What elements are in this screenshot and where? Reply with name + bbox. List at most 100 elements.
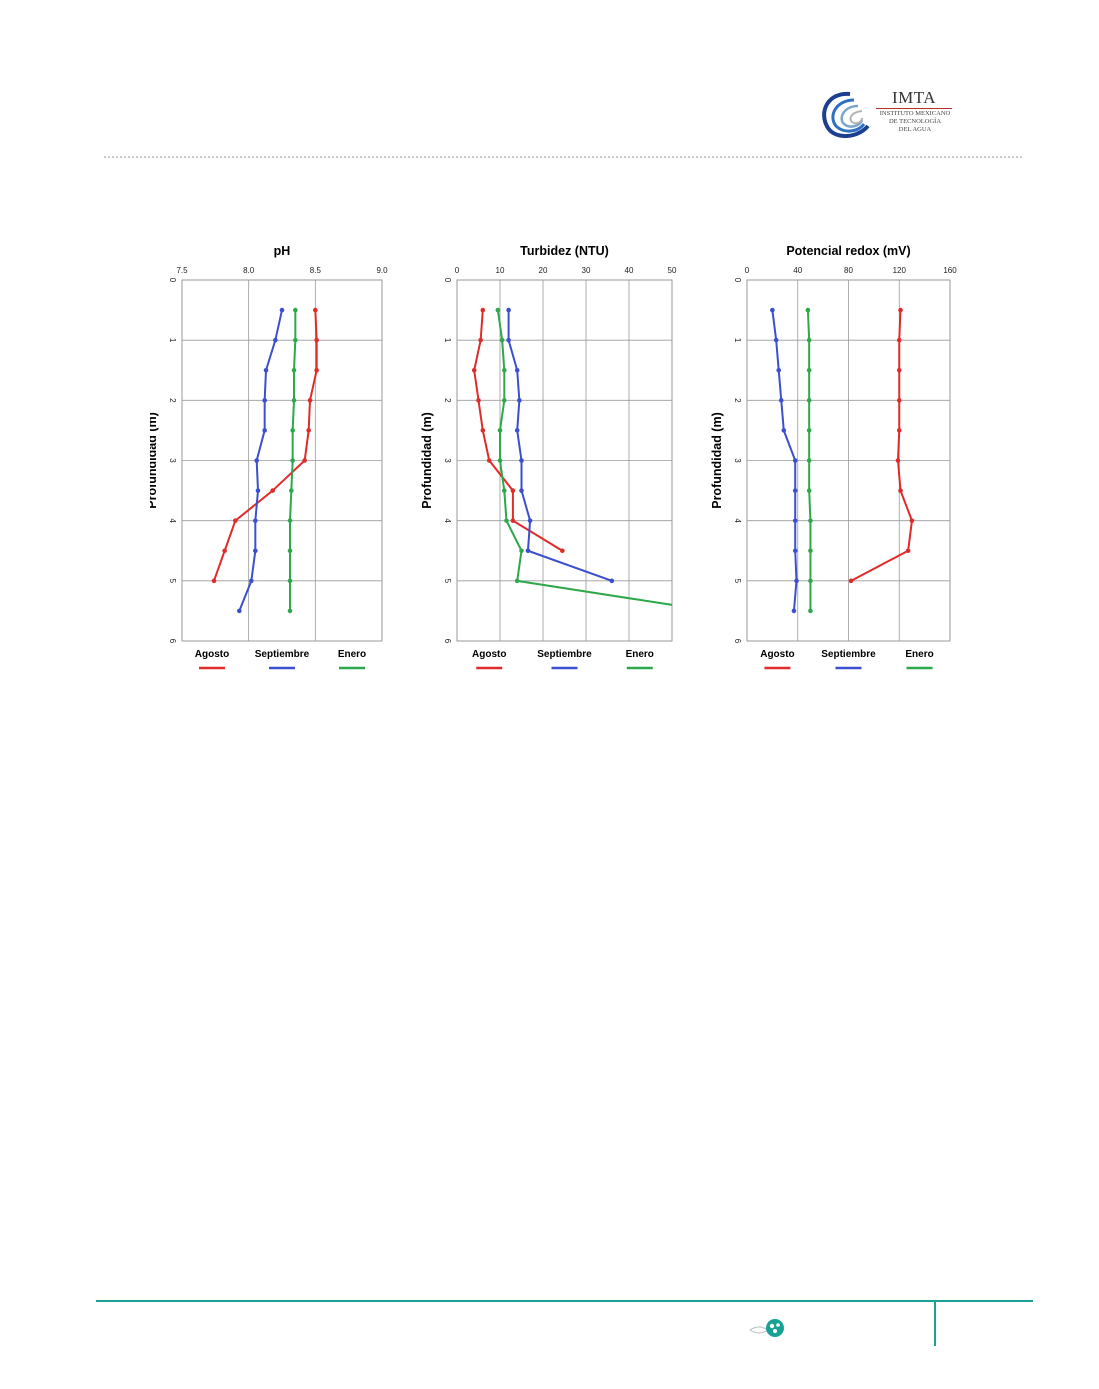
- data-point-agosto: [314, 367, 319, 373]
- x-tick-label: 7.5: [176, 266, 188, 275]
- data-point-agosto: [896, 367, 902, 373]
- footer-divider: [96, 1300, 1033, 1302]
- logo-subtitle-line: INSTITUTO MEXICANO: [879, 110, 951, 117]
- x-tick-label: 20: [539, 266, 548, 275]
- data-point-agosto: [896, 337, 902, 343]
- data-point-septiembre: [794, 578, 799, 584]
- data-point-enero: [808, 608, 813, 614]
- legend-label: Agosto: [195, 649, 229, 660]
- data-point-enero: [289, 488, 294, 493]
- data-point-agosto: [486, 458, 492, 463]
- data-point-enero: [497, 458, 503, 463]
- data-point-agosto: [510, 488, 516, 493]
- x-tick-label: 30: [582, 266, 591, 275]
- data-point-enero: [287, 548, 293, 554]
- data-point-septiembre: [249, 578, 254, 584]
- logo-subtitle: INSTITUTO MEXICANO DE TECNOLOGÍA DEL AGU…: [870, 110, 960, 134]
- data-point-enero: [808, 518, 813, 523]
- data-point-septiembre: [519, 488, 524, 493]
- y-tick-label: 1: [168, 338, 177, 343]
- data-point-agosto: [848, 578, 854, 584]
- data-point-agosto: [313, 307, 318, 313]
- y-tick-label: 6: [443, 639, 452, 644]
- data-point-enero: [287, 578, 293, 584]
- data-point-agosto: [471, 367, 477, 373]
- y-tick-label: 1: [733, 338, 742, 343]
- data-point-septiembre: [253, 548, 258, 554]
- data-point-agosto: [270, 488, 275, 493]
- imta-swirl-icon: [822, 91, 870, 138]
- data-point-agosto: [905, 548, 911, 554]
- x-tick-label: 10: [496, 266, 505, 275]
- data-point-enero: [499, 337, 505, 343]
- x-tick-label: 0: [455, 266, 460, 275]
- data-point-agosto: [898, 307, 903, 313]
- logo-name: IMTA: [891, 88, 937, 107]
- y-tick-label: 4: [443, 518, 452, 523]
- legend-label: Enero: [905, 649, 933, 660]
- legend-label: Agosto: [472, 649, 506, 660]
- data-point-enero: [806, 337, 812, 343]
- y-tick-label: 6: [168, 639, 177, 644]
- x-tick-label: 40: [793, 266, 802, 275]
- legend-label: Septiembre: [537, 649, 592, 660]
- y-tick-label: 4: [733, 518, 742, 523]
- y-tick-label: 5: [733, 579, 742, 584]
- legend-label: Agosto: [760, 649, 794, 660]
- data-point-enero: [291, 398, 297, 403]
- x-tick-label: 80: [844, 266, 853, 275]
- data-point-septiembre: [773, 337, 779, 343]
- data-point-enero: [502, 488, 507, 493]
- data-point-agosto: [306, 428, 311, 433]
- legend-label: Septiembre: [255, 649, 310, 660]
- data-point-agosto: [560, 548, 565, 554]
- data-point-agosto: [898, 488, 903, 493]
- data-point-enero: [805, 307, 811, 313]
- data-point-agosto: [909, 518, 915, 523]
- data-point-enero: [290, 428, 295, 433]
- data-point-enero: [514, 578, 520, 584]
- data-point-septiembre: [262, 428, 267, 433]
- data-point-agosto: [307, 398, 313, 403]
- data-point-enero: [808, 578, 813, 584]
- data-point-septiembre: [517, 398, 522, 403]
- footer-page-marker: [934, 1300, 936, 1346]
- x-tick-label: 8.5: [310, 266, 322, 275]
- data-point-enero: [287, 518, 293, 523]
- data-point-septiembre: [770, 307, 775, 313]
- chart-panel-3: 0 40 80 120 160 0 1 2 3 4 5 6 Potencial redox (mV) Pr…: [710, 244, 957, 670]
- data-point-septiembre: [255, 488, 261, 493]
- data-point-agosto: [480, 428, 486, 433]
- y-axis-label: Profundidad (m): [150, 412, 159, 509]
- data-point-septiembre: [262, 398, 267, 403]
- x-tick-label: 120: [893, 266, 907, 275]
- data-point-septiembre: [506, 307, 511, 313]
- data-point-enero: [806, 367, 812, 373]
- data-point-septiembre: [781, 428, 787, 433]
- data-point-septiembre: [253, 518, 258, 523]
- y-tick-label: 0: [733, 278, 742, 283]
- y-tick-label: 2: [443, 398, 452, 403]
- data-point-septiembre: [279, 307, 285, 313]
- data-point-septiembre: [609, 578, 615, 584]
- data-point-enero: [497, 428, 503, 433]
- x-tick-label: 160: [943, 266, 957, 275]
- y-tick-label: 3: [168, 458, 177, 463]
- profile-charts: 7.5 8.0 8.5 9.0 0 1 2 3 4 5 6 pH Profundidad (m) Agos…: [150, 244, 957, 670]
- chart-title: Turbidez (NTU): [520, 244, 609, 258]
- x-tick-label: 0: [745, 266, 750, 275]
- data-point-enero: [502, 398, 507, 403]
- data-point-agosto: [896, 398, 902, 403]
- y-tick-label: 3: [443, 458, 452, 463]
- data-point-septiembre: [254, 458, 259, 463]
- data-point-enero: [806, 428, 812, 433]
- data-point-enero: [519, 548, 524, 554]
- chart-title: pH: [274, 244, 291, 258]
- data-point-septiembre: [792, 548, 798, 554]
- legend-label: Enero: [338, 649, 366, 660]
- water-drop-icon: [749, 1319, 784, 1337]
- data-point-enero: [290, 458, 295, 463]
- data-point-septiembre: [778, 398, 784, 403]
- chart-panel-1: 7.5 8.0 8.5 9.0 0 1 2 3 4 5 6 pH Profundidad (m) Agos…: [150, 244, 388, 670]
- y-tick-label: 3: [733, 458, 742, 463]
